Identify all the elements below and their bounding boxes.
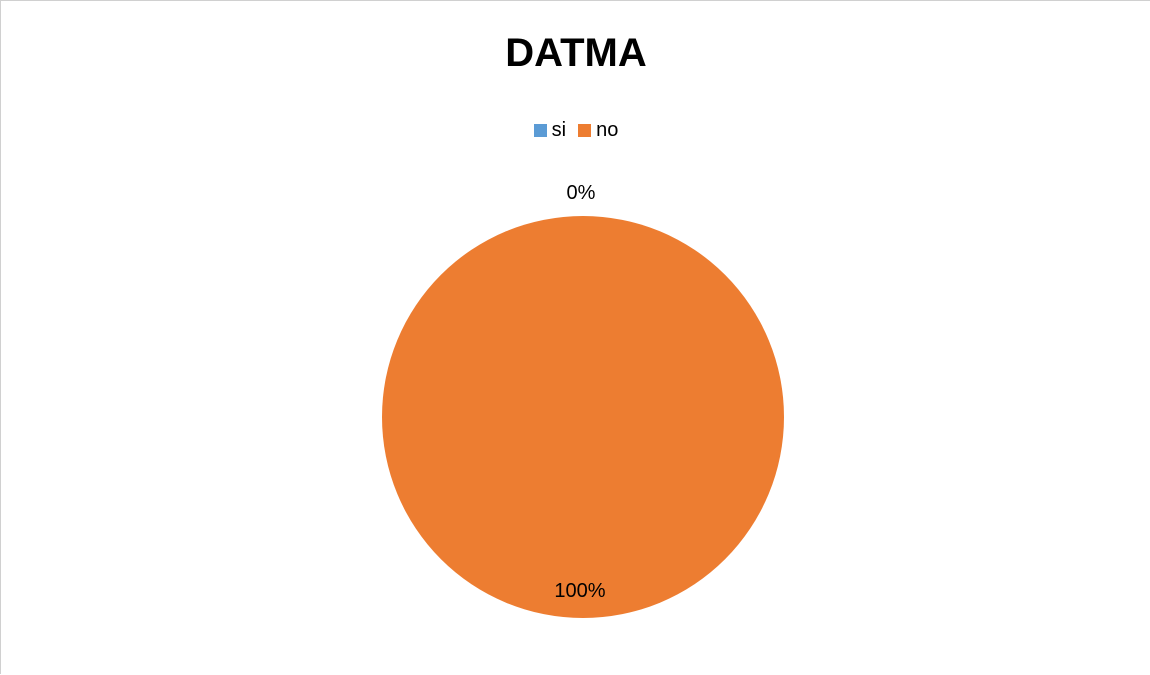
legend-label-si: si [551, 119, 567, 141]
data-label-si: 0% [567, 182, 596, 204]
legend-swatch-no [578, 124, 592, 137]
data-label-no: 100% [554, 580, 605, 602]
legend-item-si: si [533, 119, 567, 142]
legend: si no [1, 119, 1150, 142]
legend-swatch-si [533, 124, 547, 137]
pie-slice-no [382, 216, 784, 618]
legend-label-no: no [596, 119, 619, 141]
chart-title: DATMA [505, 31, 647, 75]
legend-item-no: no [578, 119, 618, 142]
